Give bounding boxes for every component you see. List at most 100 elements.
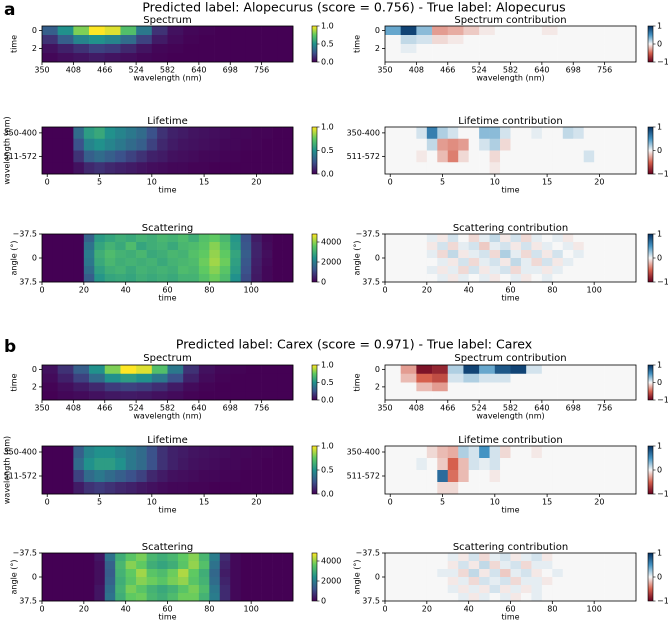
heatmap-cell: [604, 250, 616, 259]
heatmap-cell: [432, 26, 449, 36]
heatmap-cell: [209, 482, 221, 495]
heatmap-cell: [177, 258, 189, 267]
heatmap-cell: [552, 585, 564, 594]
heatmap-cell: [526, 26, 543, 36]
heatmap-cell: [219, 266, 231, 275]
heatmap-cell: [277, 365, 294, 375]
heatmap-cell: [73, 391, 90, 401]
heatmap-cell: [177, 162, 189, 175]
heatmap-cell: [251, 258, 262, 267]
heatmap-cell: [157, 577, 168, 586]
x-tick-label: 0: [388, 178, 393, 187]
x-tick-label: 0: [382, 605, 387, 614]
heatmap-cell: [245, 26, 262, 36]
y-tick-label: 0: [375, 573, 380, 582]
heatmap-cell: [219, 561, 231, 570]
heatmap-cell: [230, 44, 247, 54]
heatmap-cell: [573, 274, 585, 283]
heatmap-cell: [167, 373, 184, 383]
x-tick-label: 350: [377, 404, 392, 413]
heatmap-cell: [432, 53, 449, 63]
heatmap-cell: [167, 35, 184, 45]
heatmap-cell: [468, 585, 480, 594]
x-tick-label: 5: [440, 498, 445, 507]
heatmap-cell: [42, 138, 53, 151]
heatmap-cell: [526, 35, 543, 45]
heatmap-cell: [385, 365, 401, 375]
heatmap-cell: [416, 458, 428, 471]
heatmap-cell: [57, 373, 74, 383]
heatmap-cell: [437, 593, 449, 602]
heatmap-cell: [400, 391, 417, 401]
heatmap-cell: [416, 44, 433, 54]
heatmap-cell: [604, 26, 621, 36]
heatmap-cell: [73, 458, 85, 471]
heatmap-cell: [557, 44, 574, 54]
heatmap-cell: [426, 234, 438, 243]
heatmap-cell: [489, 127, 501, 140]
heatmap-cell: [447, 44, 464, 54]
heatmap-cell: [594, 585, 605, 594]
heatmap-cell: [604, 242, 616, 251]
x-tick-label: 466: [97, 404, 112, 413]
colorbar: [311, 364, 318, 401]
heatmap-cell: [625, 553, 637, 562]
x-tick-label: 15: [199, 178, 209, 187]
x-tick-label: 0: [388, 498, 393, 507]
heatmap-cell: [83, 162, 95, 175]
panel-letter: b: [4, 337, 16, 357]
heatmap-cell: [395, 266, 407, 275]
heatmap-cell: [494, 53, 511, 63]
heatmap-cell: [468, 482, 480, 495]
heatmap-cell: [479, 561, 490, 570]
heatmap-cell: [426, 569, 438, 578]
heatmap-cell: [120, 382, 137, 392]
heatmap-cell: [447, 274, 459, 283]
heatmap-cell: [188, 274, 200, 283]
heatmap-cell: [219, 127, 231, 140]
heatmap-cell: [251, 553, 262, 562]
heatmap-cell: [167, 138, 179, 151]
heatmap-cell: [510, 365, 527, 375]
heatmap-cell: [520, 585, 532, 594]
heatmap-cell: [541, 53, 558, 63]
y-tick-label: 2: [375, 44, 380, 53]
heatmap-cell: [146, 138, 158, 151]
heatmap-cell: [125, 274, 137, 283]
heatmap-cell: [167, 382, 184, 392]
heatmap-cell: [583, 482, 595, 495]
heatmap-cell: [615, 585, 626, 594]
heatmap-cell: [251, 250, 262, 259]
heatmap-cell: [573, 242, 585, 251]
heatmap-cell: [588, 44, 605, 54]
heatmap-cell: [573, 26, 590, 36]
heatmap-cell: [583, 585, 595, 594]
y-tick-label: 0: [375, 254, 380, 263]
heatmap-cell: [120, 53, 137, 63]
heatmap-cell: [277, 44, 294, 54]
heatmap-cell: [573, 391, 590, 401]
heatmap-cell: [437, 458, 449, 471]
heatmap-cell: [209, 274, 221, 283]
heatmap-cell: [73, 274, 85, 283]
heatmap-cell: [198, 470, 210, 483]
heatmap-cell: [219, 553, 231, 562]
heatmap-cell: [261, 35, 278, 45]
heatmap-cell: [479, 250, 490, 259]
heatmap-cell: [188, 482, 200, 495]
heatmap-cell: [458, 458, 469, 471]
heatmap-cell: [230, 585, 242, 594]
heatmap-cell: [198, 373, 215, 383]
heatmap-cell: [261, 53, 278, 63]
heatmap-cell: [468, 150, 480, 163]
heatmap-cell: [594, 234, 605, 243]
heatmap-cell: [198, 242, 210, 251]
heatmap-cell: [73, 373, 90, 383]
heatmap-cell: [583, 250, 595, 259]
x-axis-label: wavelength (nm): [133, 412, 201, 421]
heatmap-cell: [157, 593, 168, 602]
x-tick-label: 20: [79, 605, 89, 614]
heatmap-cell: [167, 569, 179, 578]
colorbar-tick-label: 2000: [321, 577, 341, 586]
heatmap-cell: [458, 266, 469, 275]
